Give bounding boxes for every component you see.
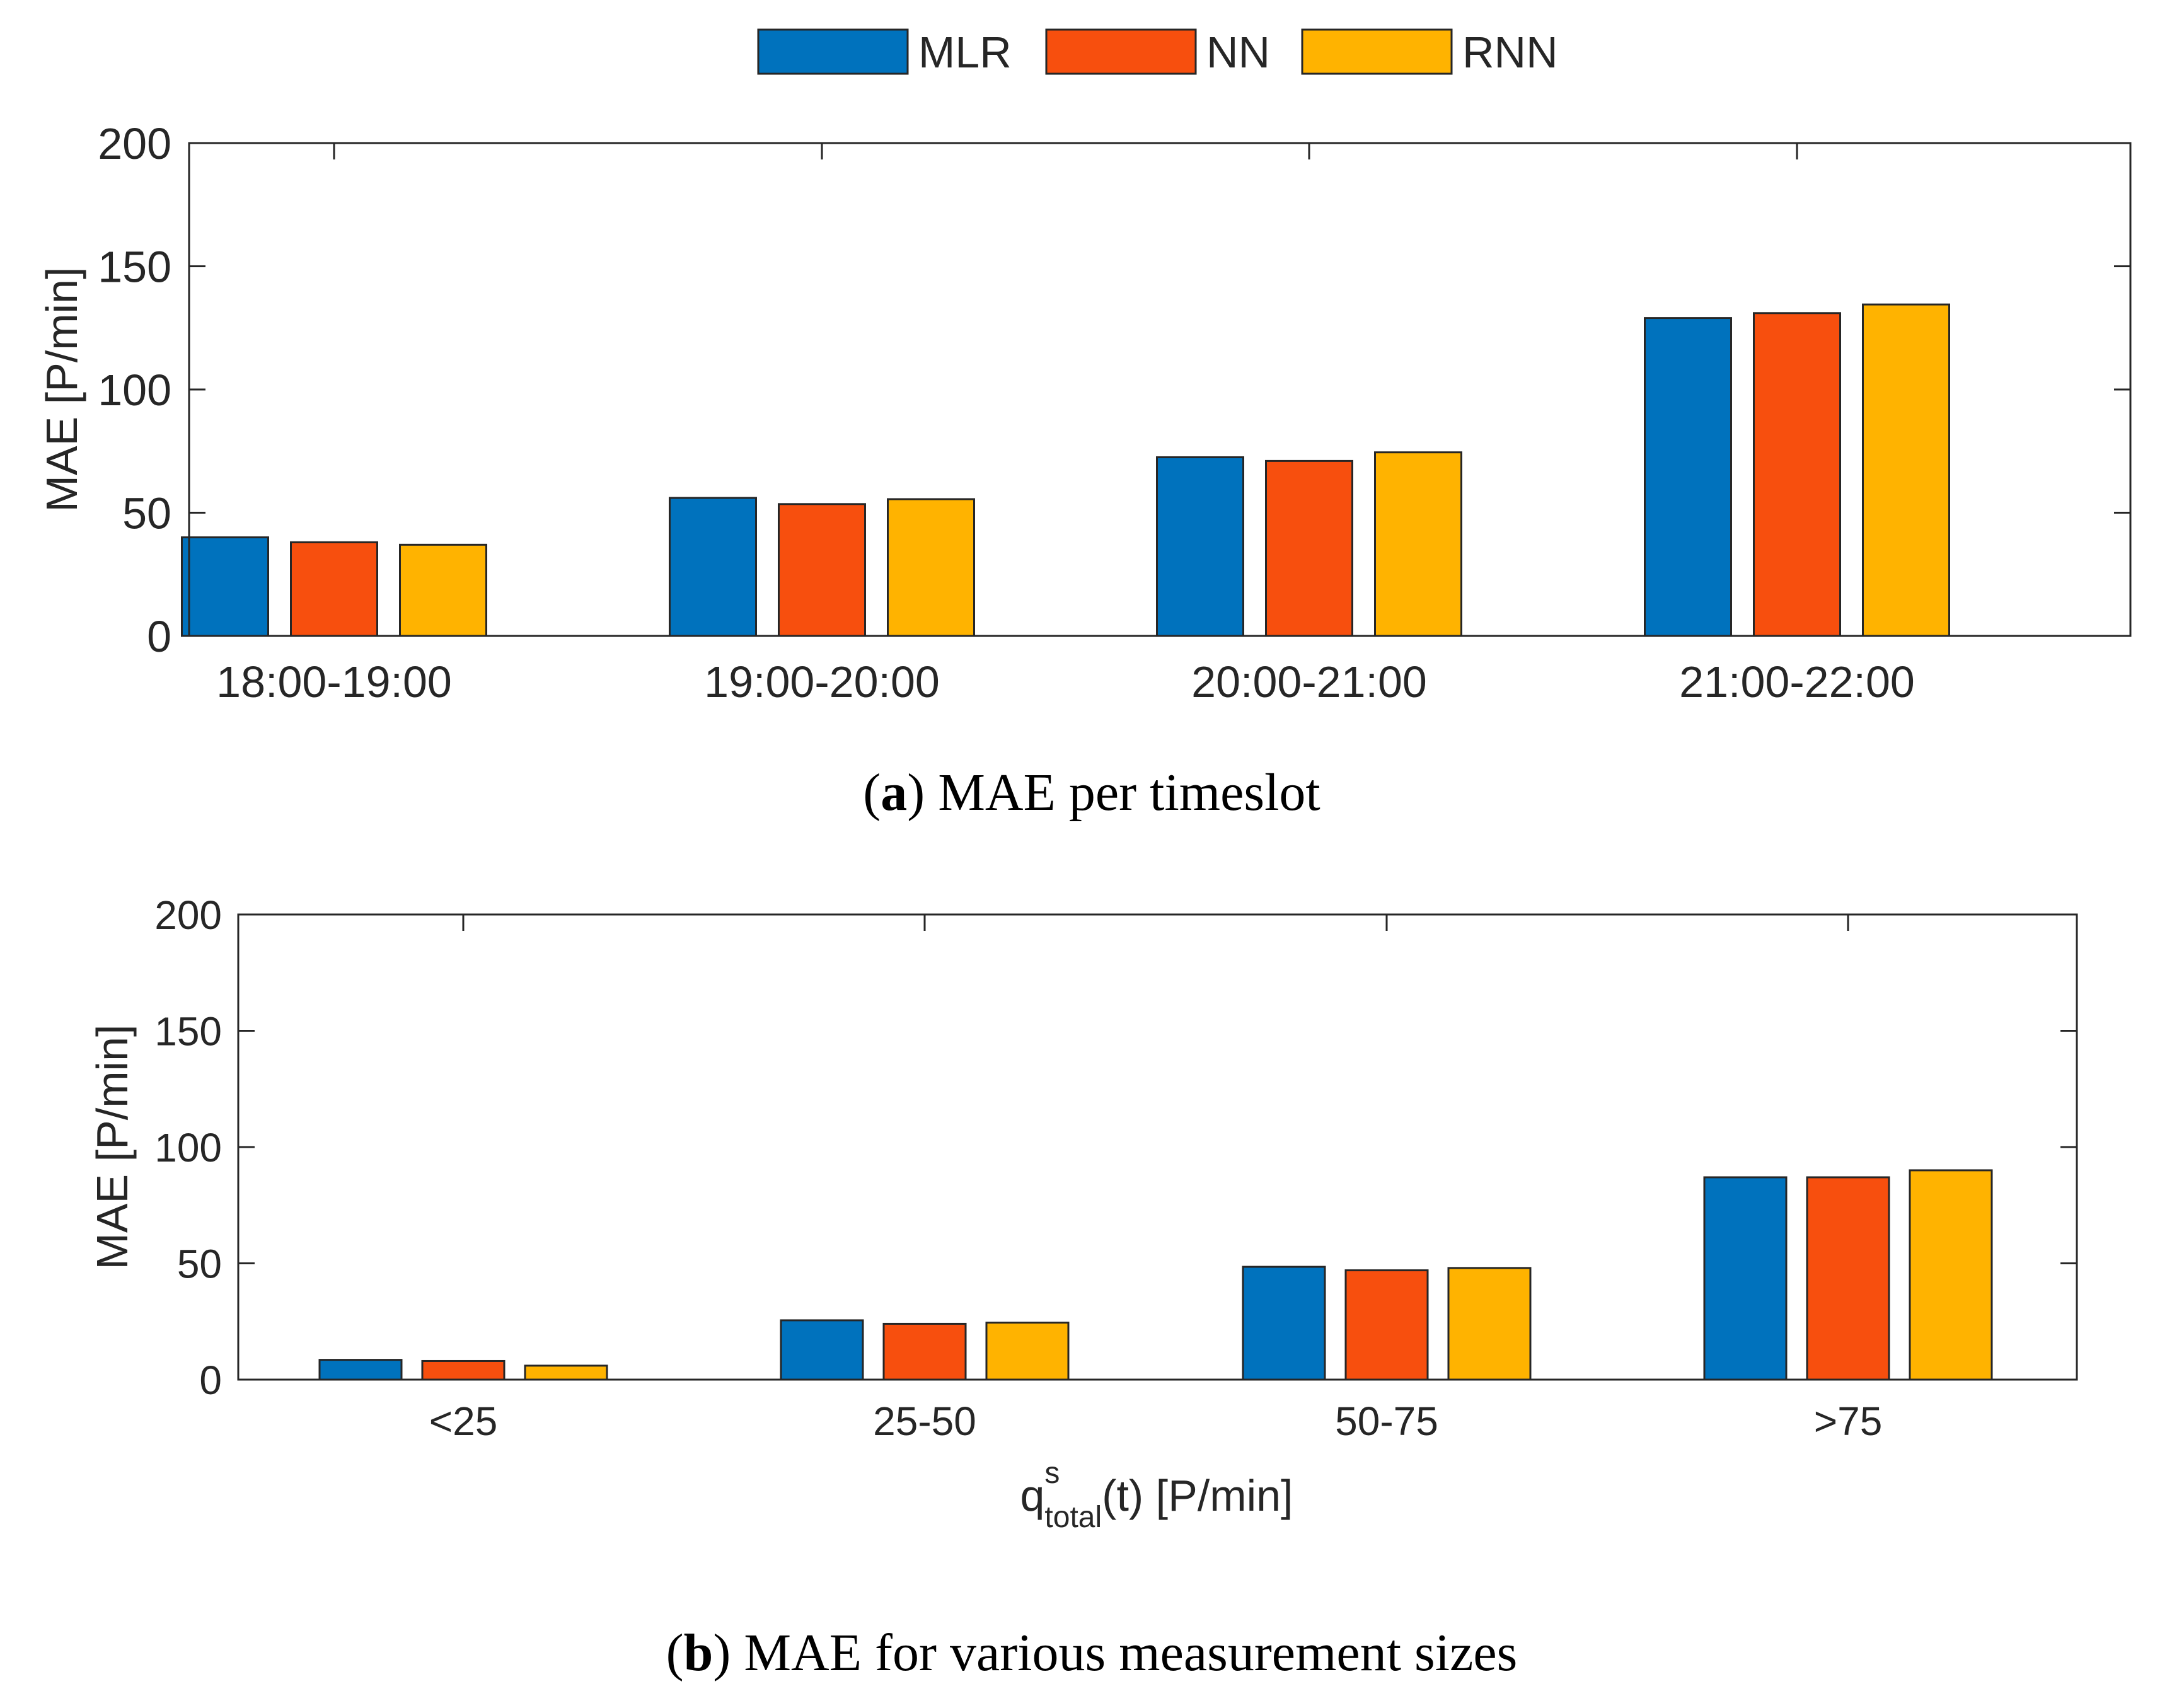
chart-mae-per-measurement-size: 0 50 100 150 200 <25 25-50 50-75 >75 MAE [P/min… [88, 892, 2078, 1682]
bar-rnn-a-3 [1862, 303, 1950, 637]
x-tick-labels-b: <25 25-50 50-75 >75 [429, 1399, 1883, 1444]
bar-nn-a-3 [1753, 312, 1841, 637]
x-tick-labels-a: 18:00-19:00 19:00-20:00 20:00-21:00 21:00-2… [216, 657, 1915, 707]
y-tick-label: 0 [199, 1358, 222, 1403]
x-axis-label-sub: total [1044, 1501, 1102, 1534]
caption-b-text: MAE for various measurement sizes [744, 1624, 1517, 1682]
chart-mae-per-timeslot: 0 50 100 150 200 18:00-19:00 19:00-20:00 20:00… [37, 119, 2132, 822]
x-tick-label: 18:00-19:00 [216, 657, 452, 707]
bar-mlr-b-0 [318, 1359, 403, 1381]
bar-nn-a-1 [778, 503, 866, 637]
caption-a-text: MAE per timeslot [938, 763, 1320, 822]
bars-a [181, 303, 1950, 637]
bar-nn-a-2 [1265, 459, 1353, 637]
x-axis-label-rest: (t) [P/min] [1102, 1471, 1293, 1520]
bar-mlr-a-3 [1644, 317, 1732, 637]
x-tick-label: 21:00-22:00 [1679, 657, 1915, 707]
bar-nn-b-3 [1806, 1176, 1890, 1381]
bar-mlr-a-0 [181, 536, 269, 637]
plot-frame-a [188, 142, 2132, 637]
bar-mlr-b-2 [1242, 1266, 1326, 1381]
bar-mlr-b-3 [1703, 1176, 1788, 1381]
legend-swatch-rnn [1301, 28, 1453, 75]
caption-a: (a) MAE per timeslot [863, 763, 1320, 822]
x-axis-label-sup: s [1044, 1457, 1060, 1490]
bars-b [318, 1169, 1993, 1381]
bar-nn-b-0 [421, 1359, 506, 1381]
bar-rnn-a-1 [887, 498, 975, 637]
y-tick-label: 50 [177, 1242, 222, 1287]
caption-a-letter: a [881, 763, 907, 822]
legend-label-nn: NN [1206, 28, 1270, 77]
x-tick-label: 20:00-21:00 [1191, 657, 1427, 707]
x-tick-label: 50-75 [1335, 1399, 1438, 1444]
bar-rnn-b-0 [524, 1364, 608, 1381]
legend-label-mlr: MLR [918, 28, 1012, 77]
x-tick-label: <25 [429, 1399, 498, 1444]
x-axis-label-base: q [1020, 1471, 1044, 1520]
caption-b: (b) MAE for various measurement sizes [666, 1624, 1518, 1682]
legend: MLR NN RNN [757, 28, 1558, 77]
y-tick-label: 200 [98, 119, 171, 168]
bar-rnn-b-2 [1447, 1267, 1532, 1381]
y-tick-label: 100 [154, 1125, 222, 1170]
bar-rnn-a-0 [399, 543, 487, 637]
y-ticks-a: 0 50 100 150 200 [98, 119, 2130, 661]
bar-mlr-a-2 [1156, 456, 1244, 637]
caption-b-letter: b [684, 1624, 714, 1682]
plot-frame-b [237, 913, 2078, 1381]
plot-area-b [238, 914, 2077, 1380]
x-tick-label: >75 [1814, 1399, 1883, 1444]
legend-swatch-mlr [757, 28, 909, 75]
y-tick-label: 50 [122, 489, 171, 538]
bar-rnn-a-2 [1374, 451, 1462, 637]
y-axis-label-b: MAE [P/min] [88, 1025, 137, 1270]
bar-mlr-b-1 [780, 1319, 864, 1381]
legend-swatch-nn [1045, 28, 1197, 75]
y-axis-label-a: MAE [P/min] [37, 267, 86, 512]
x-tick-label: 19:00-20:00 [704, 657, 940, 707]
y-tick-label: 100 [98, 366, 171, 415]
bar-mlr-a-1 [669, 497, 757, 637]
y-tick-label: 150 [98, 243, 171, 292]
y-tick-label: 200 [154, 892, 222, 938]
bar-nn-a-0 [290, 541, 378, 637]
bar-nn-b-1 [882, 1322, 967, 1381]
bar-rnn-b-3 [1909, 1169, 1993, 1381]
y-tick-label: 0 [147, 612, 171, 661]
x-axis-label-b: qs total(t) [P/min] [1020, 1457, 1293, 1534]
bar-nn-b-2 [1344, 1269, 1429, 1381]
legend-label-rnn: RNN [1462, 28, 1558, 77]
y-tick-label: 150 [154, 1009, 222, 1054]
bar-rnn-b-1 [985, 1322, 1070, 1381]
x-tick-label: 25-50 [873, 1399, 976, 1444]
